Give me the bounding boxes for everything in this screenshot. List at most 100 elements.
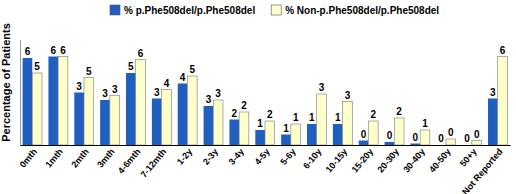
bar <box>213 100 223 145</box>
bar <box>410 144 420 146</box>
bar <box>436 145 446 146</box>
x-tick: 10-15y <box>324 145 350 175</box>
x-tick: 6-10y <box>301 145 323 171</box>
bar <box>32 73 42 145</box>
data-label: 0 <box>474 129 480 140</box>
bar <box>204 106 214 145</box>
data-label: 3 <box>154 87 160 98</box>
data-label: 3 <box>490 87 496 98</box>
bar <box>343 102 353 146</box>
data-label: 6 <box>25 46 31 57</box>
x-tick: 4-5y <box>253 145 272 167</box>
bar <box>368 121 378 145</box>
x-tick-label: 15-20y <box>350 147 376 175</box>
bar <box>359 141 369 146</box>
bar <box>317 94 327 145</box>
x-tick-label: 20-30y <box>375 147 401 175</box>
x-tick: 3-4y <box>227 145 246 167</box>
data-label: 5 <box>189 64 195 75</box>
data-label: 5 <box>86 66 92 77</box>
x-axis: 0mth1mth2mth3mth4-6mth7-12mth 1-2y 2-3y 3-4… <box>18 145 511 194</box>
bar <box>394 118 404 145</box>
x-axis-line <box>21 145 511 146</box>
x-tick: Not Reported <box>460 145 504 194</box>
x-tick-label: 7-12mth <box>139 147 169 180</box>
x-tick: 1mth <box>43 145 64 170</box>
bars <box>23 57 508 146</box>
bar <box>110 96 120 146</box>
x-tick-label: 1mth <box>43 147 64 170</box>
x-tick: 20-30y <box>375 145 401 175</box>
x-tick-label: 3mth <box>95 147 116 170</box>
legend: % p.Phe508del/p.Phe508del % Non-p.Phe508d… <box>110 5 439 16</box>
bar <box>385 142 395 145</box>
data-label: 3 <box>76 81 82 92</box>
bar <box>74 93 84 146</box>
x-tick-label: 3-4y <box>227 147 246 167</box>
x-tick-label: 5-6y <box>278 147 297 167</box>
data-label: 3 <box>215 88 221 99</box>
bar <box>162 90 172 146</box>
data-label: 1 <box>283 123 289 134</box>
x-tick: 50+y <box>458 145 479 169</box>
bar <box>229 120 239 146</box>
data-label: 3 <box>345 90 351 101</box>
data-label: 0 <box>361 129 367 140</box>
data-label: 3 <box>102 88 108 99</box>
bar <box>488 99 498 146</box>
bar <box>472 141 482 146</box>
x-tick: 30-40y <box>401 145 427 175</box>
data-label: 2 <box>370 109 376 120</box>
bar <box>281 135 291 146</box>
bar <box>23 58 33 145</box>
bar <box>126 73 136 145</box>
bar <box>307 124 317 145</box>
bar <box>255 130 265 145</box>
y-axis <box>20 41 21 146</box>
x-tick-label: Not Reported <box>460 147 504 194</box>
data-label: 5 <box>128 61 134 72</box>
data-label: 2 <box>241 100 247 111</box>
data-label: 1 <box>309 112 315 123</box>
data-label: 3 <box>319 82 325 93</box>
bar <box>136 60 146 146</box>
x-tick-label: 6-10y <box>301 147 323 171</box>
legend-label: % p.Phe508del/p.Phe508del <box>124 5 255 16</box>
legend-swatch <box>271 5 281 15</box>
y-axis-line <box>20 41 21 146</box>
data-label: 6 <box>500 45 506 56</box>
x-tick-label: 4-5y <box>253 147 272 167</box>
x-tick-label: 30-40y <box>401 147 427 175</box>
x-tick: 4-6mth <box>116 145 143 176</box>
x-tick: 7-12mth <box>139 145 169 180</box>
data-label: 1 <box>293 112 299 123</box>
x-tick: 1-2y <box>175 145 194 167</box>
bar <box>178 84 188 146</box>
x-tick: 2-3y <box>201 145 220 167</box>
x-tick-label: 50+y <box>458 147 479 169</box>
data-label: 6 <box>60 45 66 56</box>
data-label: 2 <box>232 108 238 119</box>
data-label: 4 <box>164 78 170 89</box>
bar <box>265 121 275 145</box>
x-tick: 2mth <box>69 145 90 170</box>
data-label: 0 <box>387 130 393 141</box>
data-label: 2 <box>267 109 273 120</box>
data-label: 4 <box>180 72 186 83</box>
x-tick: 5-6y <box>278 145 297 167</box>
x-tick: 0mth <box>18 145 39 170</box>
legend-swatch <box>110 5 120 15</box>
bar <box>498 57 508 146</box>
bar <box>462 145 472 146</box>
chart: Percentage of Patients663353432111100000… <box>0 0 516 194</box>
x-tick-label: 2-3y <box>201 147 220 167</box>
bar <box>420 130 430 145</box>
legend-label: % Non-p.Phe508del/p.Phe508del <box>285 5 439 16</box>
bar <box>187 76 197 145</box>
data-label: 5 <box>34 61 40 72</box>
bar <box>48 57 58 146</box>
bar <box>446 139 456 145</box>
data-label: 6 <box>138 48 144 59</box>
x-tick-label: 0mth <box>18 147 39 170</box>
data-label: 1 <box>422 118 428 129</box>
